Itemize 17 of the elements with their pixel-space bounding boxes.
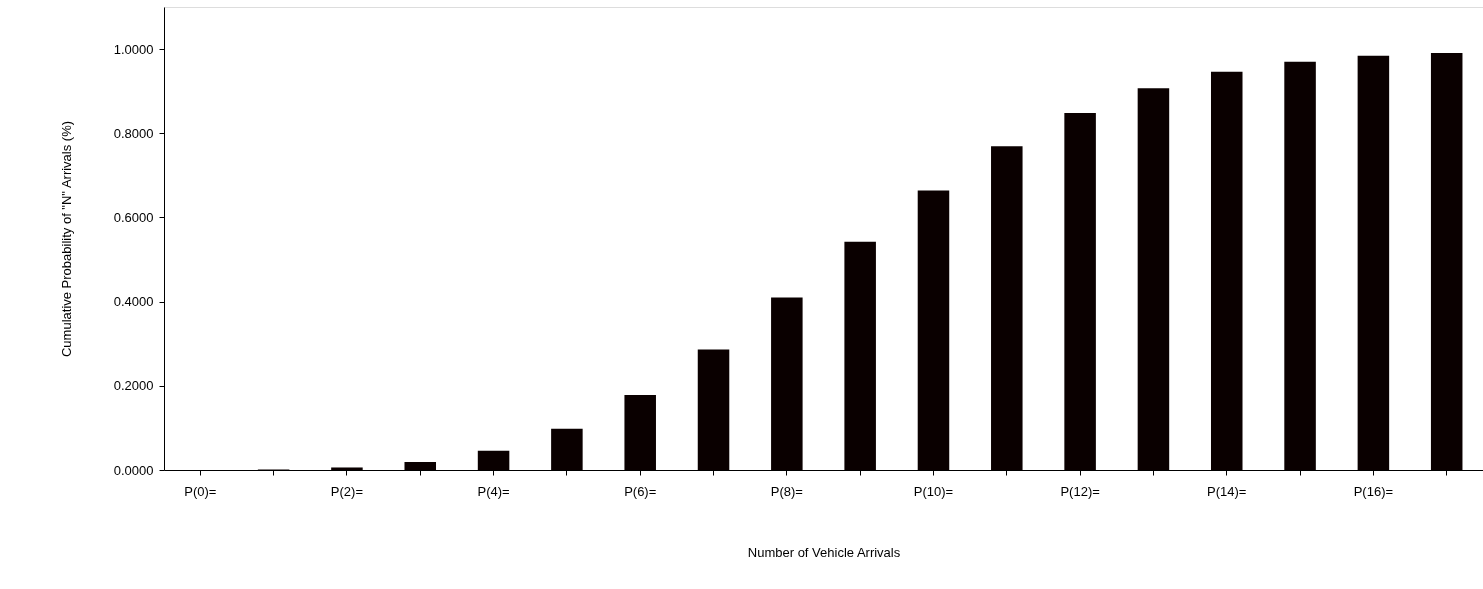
x-tick-label: P(8)= <box>770 483 803 499</box>
y-tick-label: 0.6000 <box>113 209 154 225</box>
y-tick-label: 0.8000 <box>113 125 154 141</box>
x-tick-label: P(14)= <box>1207 483 1247 499</box>
y-axis-title: Cumulative Probability of "N" Arrivals (%) <box>58 120 74 358</box>
x-tick-label: P(12)= <box>1060 483 1100 499</box>
x-tick-label: P(0)= <box>184 483 217 499</box>
x-tick-label: P(10)= <box>913 483 954 499</box>
y-tick-label: 0.0000 <box>113 462 154 478</box>
x-tick-label: P(16)= <box>1353 483 1394 499</box>
y-tick-label: 1.0000 <box>113 41 154 57</box>
x-tick-label: P(2)= <box>330 483 364 499</box>
x-axis-title: Number of Vehicle Arrivals <box>747 544 901 560</box>
x-tick-label: P(4)= <box>477 483 510 499</box>
x-tick-label: P(6)= <box>624 483 657 499</box>
y-tick-label: 0.2000 <box>113 378 154 394</box>
y-tick-label: 0.4000 <box>113 294 154 310</box>
